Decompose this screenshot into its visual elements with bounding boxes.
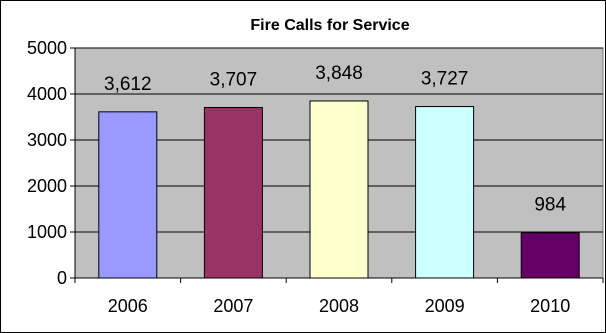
data-label-2009: 3,727 [421,69,469,90]
x-tick-label-2006: 2006 [108,296,148,316]
data-label-2008: 3,848 [315,63,363,84]
x-tick-label-2008: 2008 [319,296,359,316]
x-axis: 2006 2007 2008 2009 2010 [74,277,604,316]
data-label-2006: 3,612 [104,74,152,95]
y-tick-label: 4000 [27,84,67,104]
bars [98,100,580,279]
data-label-2010: 984 [534,195,566,216]
y-tick-label: 0 [57,268,67,288]
x-tick-label-2007: 2007 [213,296,253,316]
y-tick-label: 5000 [27,38,67,58]
y-tick-label: 2000 [27,176,67,196]
chart-title: Fire Calls for Service [250,17,409,34]
data-label-2007: 3,707 [210,69,258,90]
y-tick-label: 1000 [27,222,67,242]
data-labels: 3,612 3,707 3,848 3,727 984 [104,63,566,216]
bar-2006 [98,111,158,279]
x-tick-label-2010: 2010 [530,296,570,316]
bar-2009 [415,106,475,279]
y-axis: 0 1000 2000 3000 4000 5000 [27,38,76,288]
bar-2010 [520,232,580,279]
y-tick-label: 3000 [27,130,67,150]
x-tick-label-2009: 2009 [425,296,465,316]
bar-2007 [203,106,263,279]
bar-2008 [309,100,369,279]
